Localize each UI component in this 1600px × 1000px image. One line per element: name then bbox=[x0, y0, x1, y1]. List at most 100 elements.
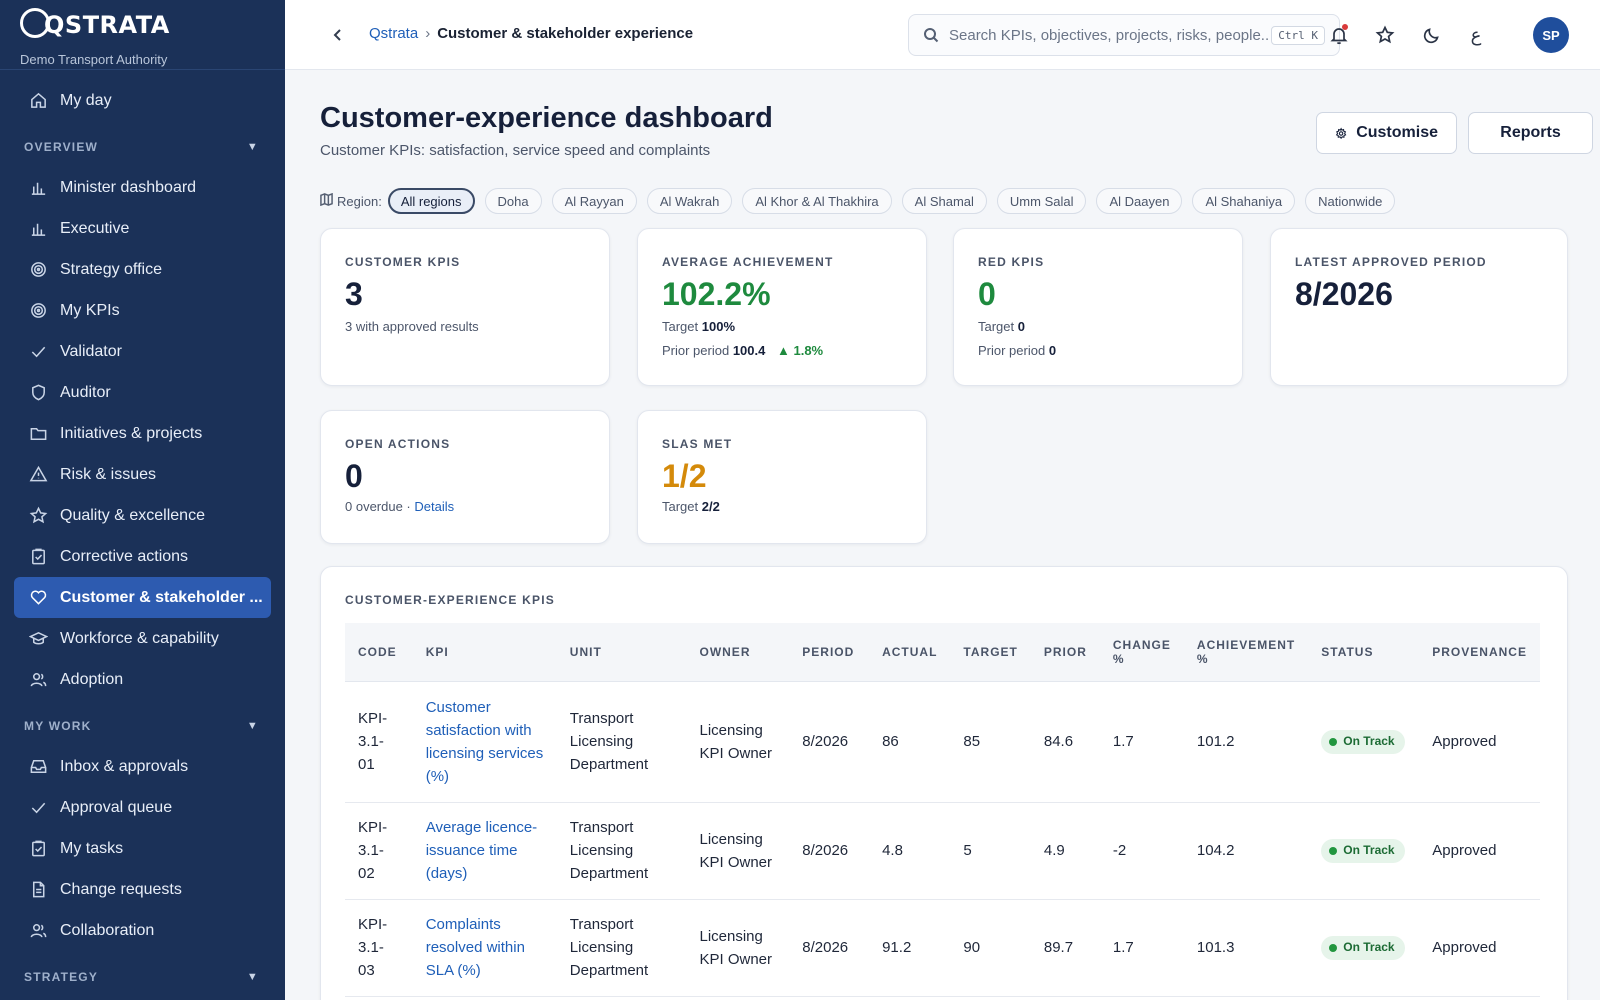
theme-toggle-button[interactable] bbox=[1419, 22, 1445, 48]
sidebar-item-validator[interactable]: Validator bbox=[0, 331, 271, 372]
check-icon bbox=[28, 342, 48, 362]
column-header-unit[interactable]: UNIT bbox=[556, 623, 687, 682]
region-chip-al-wakrah[interactable]: Al Wakrah bbox=[646, 188, 733, 214]
sidebar-item-label: My day bbox=[60, 91, 112, 109]
kpi-link[interactable]: Average licence-issuance time (days) bbox=[425, 819, 538, 882]
sidebar-item-approval-queue[interactable]: Approval queue bbox=[0, 787, 271, 828]
sidebar-item-strategy-office[interactable]: Strategy office bbox=[0, 249, 271, 290]
cell-kpi: Complaints resolved within SLA (%) bbox=[412, 899, 557, 997]
region-chip-al-shamal[interactable]: Al Shamal bbox=[901, 188, 987, 214]
folder-icon bbox=[28, 424, 48, 444]
sidebar-item-adoption[interactable]: Adoption bbox=[0, 659, 271, 700]
logo[interactable]: QSTRATA bbox=[20, 8, 265, 42]
sidebar-item-customer-stakeholder[interactable]: Customer & stakeholder ... bbox=[14, 577, 271, 618]
cell-status: On Track bbox=[1308, 802, 1420, 900]
sidebar-item-executive[interactable]: Executive bbox=[0, 208, 271, 249]
cell-achievement: 101.3 bbox=[1183, 899, 1309, 997]
cell-period: 8/2026 bbox=[789, 899, 870, 997]
card-red-kpis: RED KPIS 0 Target 0 Prior period 0 bbox=[953, 228, 1243, 386]
sidebar-item-minister-dashboard[interactable]: Minister dashboard bbox=[0, 167, 271, 208]
cell-provenance: Approved bbox=[1419, 802, 1540, 900]
breadcrumb-root-link[interactable]: Qstrata bbox=[369, 25, 419, 42]
sidebar-item-label: Executive bbox=[60, 219, 130, 237]
column-header-kpi[interactable]: KPI bbox=[412, 623, 557, 682]
region-chip-nationwide[interactable]: Nationwide bbox=[1305, 188, 1396, 214]
cell-change: -2 bbox=[1099, 802, 1184, 900]
cell-prior: 89.7 bbox=[1030, 899, 1100, 997]
global-search[interactable]: Ctrl K bbox=[908, 14, 1340, 56]
customise-button-label: Customise bbox=[1356, 124, 1438, 141]
cell-actual: 86 bbox=[869, 681, 951, 803]
status-dot bbox=[1329, 943, 1338, 952]
column-header-prior[interactable]: PRIOR bbox=[1030, 623, 1100, 682]
cell-owner: Licensing KPI Owner bbox=[686, 899, 790, 997]
sidebar-item-initiatives-projects[interactable]: Initiatives & projects bbox=[0, 413, 271, 454]
column-header-change[interactable]: CHANGE % bbox=[1099, 623, 1184, 682]
sidebar-section-overview[interactable]: OVERVIEW ▼ bbox=[0, 127, 285, 167]
back-button[interactable] bbox=[327, 24, 349, 46]
favorites-button[interactable] bbox=[1372, 22, 1398, 48]
card-label: OPEN ACTIONS bbox=[345, 437, 451, 451]
search-input[interactable] bbox=[949, 26, 1269, 44]
column-header-owner[interactable]: OWNER bbox=[686, 623, 790, 682]
language-toggle-button[interactable]: ع bbox=[1463, 22, 1489, 48]
cell-unit: Transport Licensing Department bbox=[556, 802, 687, 900]
change-indicator: ▲ 1.8% bbox=[777, 343, 824, 358]
sidebar-section-my-work[interactable]: MY WORK ▼ bbox=[0, 706, 285, 746]
region-chip-doha[interactable]: Doha bbox=[484, 188, 542, 214]
sidebar-item-my-tasks[interactable]: My tasks bbox=[0, 828, 271, 869]
kpi-link[interactable]: Complaints resolved within SLA (%) bbox=[425, 916, 525, 979]
sidebar-item-corrective-actions[interactable]: Corrective actions bbox=[0, 536, 271, 577]
region-chip-al-khor-al-thakhira[interactable]: Al Khor & Al Thakhira bbox=[742, 188, 892, 214]
sidebar-item-risk-issues[interactable]: Risk & issues bbox=[0, 454, 271, 495]
sidebar-item-label: My tasks bbox=[60, 839, 124, 857]
sidebar-item-auditor[interactable]: Auditor bbox=[0, 372, 271, 413]
reports-button[interactable]: Reports bbox=[1468, 112, 1593, 154]
graduation-cap-icon bbox=[28, 629, 48, 649]
region-chip-all-regions[interactable]: All regions bbox=[387, 188, 475, 214]
sidebar-nav: My day OVERVIEW ▼ Minister dashboard Executi… bbox=[0, 70, 285, 997]
column-header-actual[interactable]: ACTUAL bbox=[869, 623, 951, 682]
cell-target: 90 bbox=[950, 899, 1031, 997]
cell-achievement: 101.2 bbox=[1183, 681, 1309, 803]
user-avatar[interactable]: SP bbox=[1533, 17, 1569, 53]
inbox-icon bbox=[28, 757, 48, 777]
sidebar-section-strategy[interactable]: STRATEGY ▼ bbox=[0, 957, 285, 997]
card-value: 3 bbox=[345, 276, 363, 312]
region-filter-label: Region: bbox=[337, 193, 382, 209]
sidebar-item-label: Change requests bbox=[60, 880, 182, 898]
sidebar-item-workforce-capability[interactable]: Workforce & capability bbox=[0, 618, 271, 659]
sidebar-item-quality-excellence[interactable]: Quality & excellence bbox=[0, 495, 271, 536]
column-header-provenance[interactable]: PROVENANCE bbox=[1419, 623, 1540, 682]
column-header-period[interactable]: PERIOD bbox=[789, 623, 870, 682]
sidebar-item-my-kpis[interactable]: My KPIs bbox=[0, 290, 271, 331]
details-link[interactable]: Details bbox=[414, 499, 455, 514]
column-header-achievement[interactable]: ACHIEVEMENT % bbox=[1183, 623, 1309, 682]
customise-button[interactable]: Customise bbox=[1316, 112, 1457, 154]
card-customer-kpis: CUSTOMER KPIS 3 3 with approved results bbox=[320, 228, 610, 386]
notifications-button[interactable] bbox=[1326, 22, 1352, 48]
sidebar-item-collaboration[interactable]: Collaboration bbox=[0, 910, 271, 951]
sidebar-item-my-day[interactable]: My day bbox=[0, 80, 271, 121]
column-header-status[interactable]: STATUS bbox=[1308, 623, 1420, 682]
sidebar-item-inbox-approvals[interactable]: Inbox & approvals bbox=[0, 746, 271, 787]
search-shortcut-hint: Ctrl K bbox=[1271, 26, 1325, 45]
table-row[interactable]: KPI-3.1-03 Complaints resolved within SLA… bbox=[345, 899, 1540, 997]
region-chip-al-shahaniya[interactable]: Al Shahaniya bbox=[1192, 188, 1296, 214]
sidebar-item-label: Minister dashboard bbox=[60, 178, 197, 196]
column-header-target[interactable]: TARGET bbox=[950, 623, 1031, 682]
region-chip-al-daayen[interactable]: Al Daayen bbox=[1096, 188, 1183, 214]
notification-dot bbox=[1342, 24, 1348, 30]
region-chip-umm-salal[interactable]: Umm Salal bbox=[996, 188, 1087, 214]
table-row[interactable]: KPI-3.1-01 Customer satisfaction with lic… bbox=[345, 681, 1540, 803]
kpi-link[interactable]: Customer satisfaction with licensing ser… bbox=[425, 698, 544, 785]
column-header-code[interactable]: CODE bbox=[345, 623, 413, 682]
breadcrumb-current: Customer & stakeholder experience bbox=[437, 25, 694, 42]
table-row[interactable]: KPI-3.1-02 Average licence-issuance time … bbox=[345, 802, 1540, 900]
caret-down-icon: ▼ bbox=[246, 971, 259, 983]
sidebar-item-label: Inbox & approvals bbox=[60, 757, 189, 775]
region-chip-al-rayyan[interactable]: Al Rayyan bbox=[551, 188, 637, 214]
sidebar-item-change-requests[interactable]: Change requests bbox=[0, 869, 271, 910]
target-label: Target bbox=[662, 499, 699, 514]
sidebar-item-label: Validator bbox=[60, 342, 122, 360]
